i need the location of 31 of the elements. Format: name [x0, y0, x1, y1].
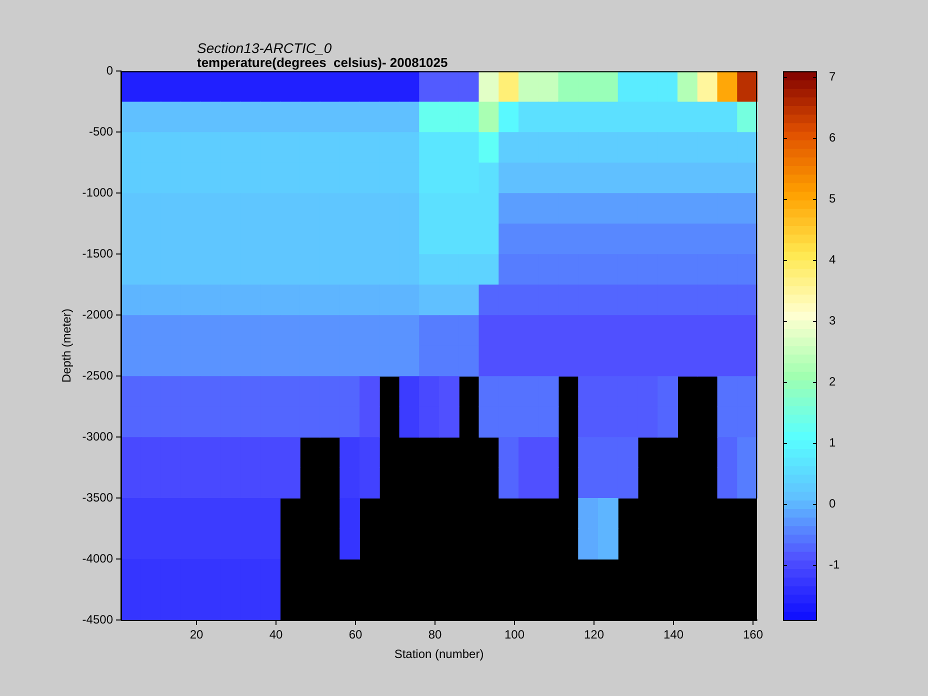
x-tick-label: 100	[504, 628, 525, 642]
x-tick-label: 160	[743, 628, 764, 642]
x-tick-label: 40	[269, 628, 284, 642]
y-tick-label: -3500	[82, 490, 114, 504]
color-bar-label: 5	[829, 192, 836, 206]
chart-subtitle: temperature(degrees celsius)- 20081025	[197, 55, 448, 70]
y-tick-label: -3000	[82, 429, 114, 444]
color-bar-label: 3	[829, 314, 836, 328]
y-tick-label: -4500	[82, 612, 114, 626]
x-tick-label: 80	[428, 628, 442, 642]
x-tick-label: 60	[348, 628, 363, 642]
color-bar-label: 0	[829, 496, 836, 510]
y-tick-label: -1500	[82, 246, 114, 260]
y-tick-label: -2500	[82, 368, 114, 382]
y-tick-label: -4000	[82, 551, 114, 566]
x-tick-label: 120	[584, 628, 604, 642]
x-axis-title: Station (number)	[394, 647, 484, 662]
y-axis-title: Depth (meter)	[60, 308, 74, 383]
x-tick-label: 140	[664, 628, 684, 642]
y-tick-label: -500	[88, 124, 114, 138]
color-bar-label: 7	[829, 70, 836, 84]
color-bar-label: 6	[829, 130, 836, 145]
y-tick-label: -1000	[82, 185, 114, 200]
y-tick-label: 0	[106, 64, 114, 78]
color-bar-label: -1	[829, 557, 840, 572]
chart-title: Section13-ARCTIC_0	[197, 40, 332, 56]
color-bar-label: 4	[829, 252, 836, 267]
color-bar-label: 1	[829, 435, 836, 450]
x-tick-label: 20	[190, 628, 204, 642]
color-bar-label: 2	[829, 374, 836, 388]
y-tick-label: -2000	[82, 307, 114, 322]
